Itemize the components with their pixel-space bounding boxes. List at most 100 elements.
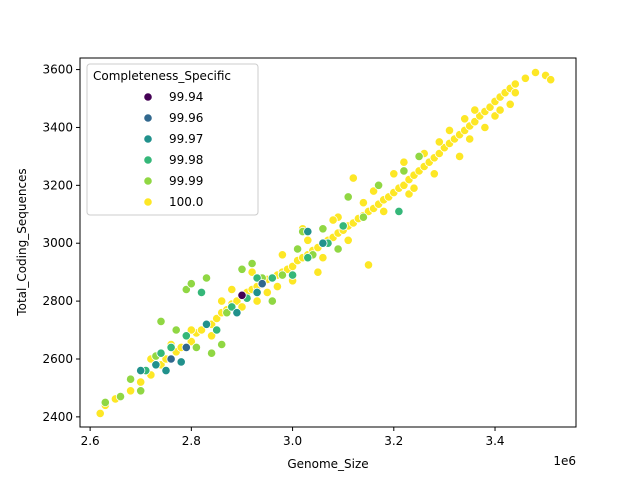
data-point [227, 284, 237, 295]
data-point [272, 281, 282, 292]
data-point [252, 296, 262, 306]
data-point [95, 408, 105, 418]
legend-entries: 99.94 99.96 99.97 99.98 99.99 100.0 [143, 90, 203, 209]
x-axis: 2.6 2.8 3.0 3.2 3.4 [81, 427, 505, 448]
data-point [277, 250, 287, 260]
data-point [434, 137, 444, 147]
data-point [186, 336, 196, 347]
data-point [100, 397, 110, 407]
data-point [151, 360, 161, 370]
legend-label: 99.94 [169, 90, 203, 104]
data-point [136, 365, 146, 376]
y-axis: 2400 2600 2800 3000 3200 3400 3600 [42, 63, 80, 424]
legend-box [86, 63, 259, 216]
data-point [247, 258, 257, 269]
data-point [186, 325, 196, 335]
data-point [358, 212, 368, 222]
data-point [115, 391, 126, 402]
data-point [373, 180, 384, 190]
data-point [252, 273, 262, 283]
data-point [181, 284, 191, 295]
data-point [343, 192, 353, 202]
y-tick-label: 2600 [42, 352, 73, 366]
data-point [212, 313, 222, 324]
data-point [394, 206, 404, 216]
data-point [166, 354, 176, 364]
legend-marker [143, 176, 153, 186]
x-tick-label: 3.2 [384, 434, 403, 448]
data-point [207, 331, 217, 341]
data-point [212, 325, 222, 335]
data-point [257, 279, 267, 289]
data-point [470, 117, 480, 127]
data-point [196, 287, 207, 297]
data-point [460, 114, 470, 124]
data-point [409, 183, 419, 193]
data-point [156, 316, 166, 326]
data-point [176, 357, 186, 367]
data-point [343, 235, 353, 245]
x-tick-label: 3.4 [485, 434, 504, 448]
data-point [232, 308, 242, 318]
data-point [171, 325, 181, 335]
data-point [318, 224, 328, 234]
x-axis-offset: 1e6 [553, 454, 576, 468]
legend-marker [143, 155, 153, 165]
legend-title: Completeness_Specific [93, 69, 231, 83]
data-point [237, 264, 247, 274]
data-point [232, 296, 242, 306]
y-tick-label: 2400 [42, 410, 73, 424]
data-point [490, 111, 500, 121]
legend-label: 99.99 [169, 174, 203, 188]
data-point [262, 287, 272, 297]
data-point [510, 79, 520, 89]
legend-marker [143, 113, 153, 123]
data-point [338, 221, 348, 231]
data-point [166, 342, 176, 352]
data-point [480, 122, 490, 133]
x-tick-label: 3.0 [283, 434, 302, 448]
data-point [186, 279, 196, 289]
data-point [505, 99, 515, 109]
points-layer [95, 67, 556, 418]
data-point [287, 270, 298, 280]
data-point [292, 244, 303, 254]
y-tick-label: 3200 [42, 178, 73, 192]
data-point [358, 198, 368, 208]
legend-marker [143, 92, 153, 102]
data-point [191, 342, 201, 352]
data-point [399, 166, 409, 176]
data-point [368, 186, 379, 196]
data-point [495, 105, 505, 115]
data-point [161, 365, 171, 376]
data-point [333, 244, 343, 254]
data-point [510, 88, 520, 98]
data-point [207, 348, 217, 358]
x-tick-label: 2.6 [81, 434, 100, 448]
y-axis-label: Total_Coding_Sequences [15, 168, 29, 316]
data-point [520, 73, 531, 83]
data-point [267, 296, 277, 306]
data-point [429, 169, 439, 179]
data-point [444, 125, 455, 135]
data-point [136, 377, 146, 387]
legend-marker [143, 134, 153, 144]
y-tick-label: 2800 [42, 294, 73, 308]
data-point [414, 151, 424, 161]
y-tick-label: 3400 [42, 120, 73, 134]
data-point [404, 189, 414, 199]
data-point [126, 374, 136, 384]
data-point [267, 273, 277, 283]
data-point [379, 206, 389, 216]
data-point [181, 331, 191, 341]
data-point [328, 215, 338, 225]
legend-label: 99.98 [169, 153, 203, 167]
data-point [454, 151, 465, 161]
data-point [485, 102, 495, 112]
x-axis-label: Genome_Size [287, 457, 368, 471]
data-point [530, 67, 541, 78]
data-point [318, 253, 328, 263]
legend-marker [143, 197, 153, 207]
data-point [217, 296, 227, 306]
